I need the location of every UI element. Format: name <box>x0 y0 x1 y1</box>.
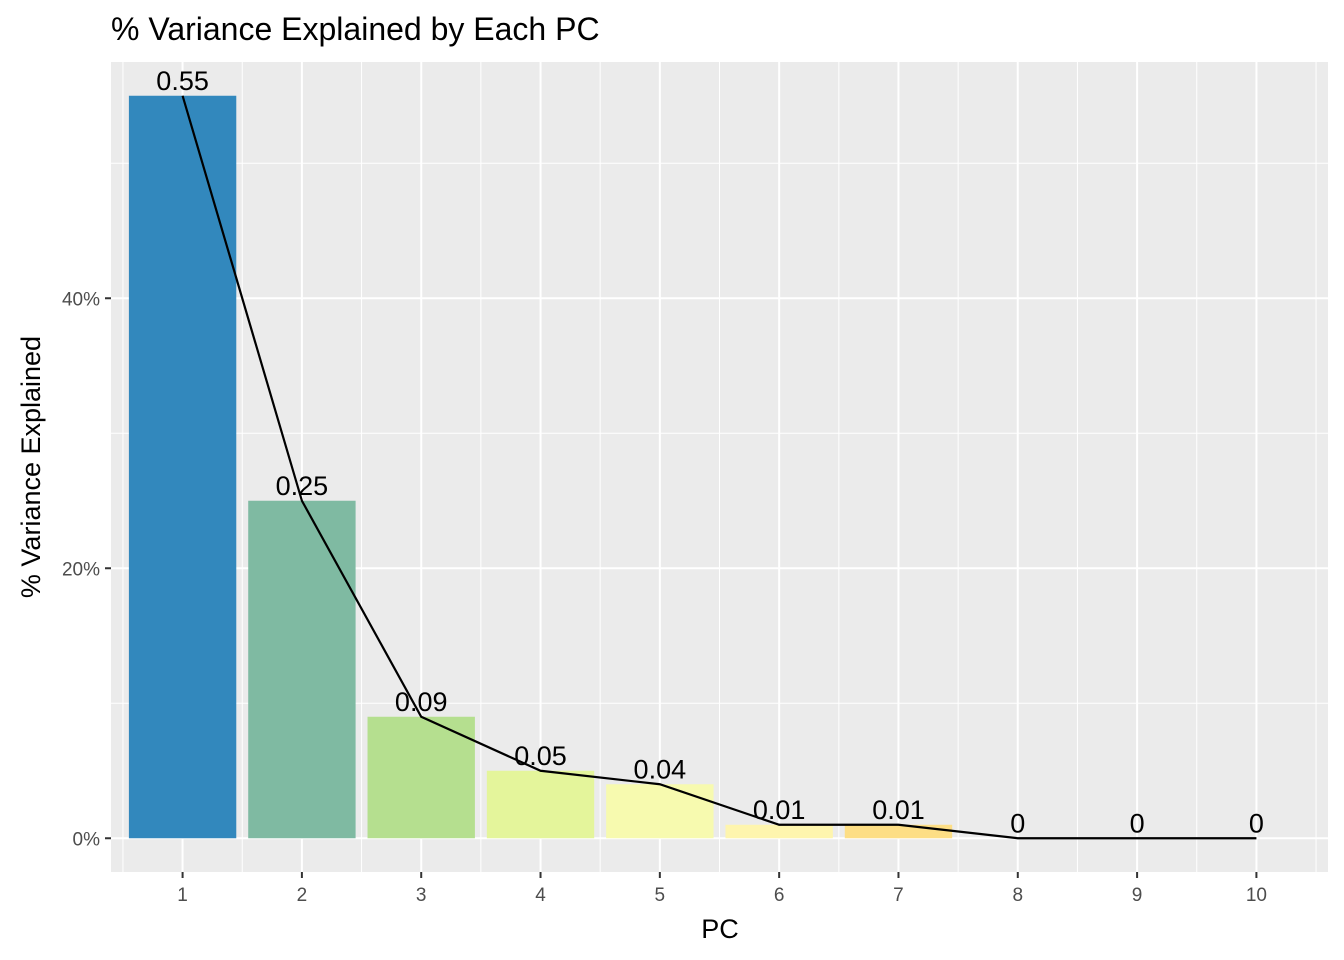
x-tick-label: 1 <box>177 885 188 906</box>
y-tick-label: 20% <box>62 559 100 580</box>
data-label-pc-2: 0.25 <box>276 471 329 501</box>
y-axis-title: % Variance Explained <box>16 336 46 598</box>
y-axis: 0% 20% 40% <box>62 289 111 850</box>
bar-pc-4 <box>486 770 595 839</box>
bar-pc-3 <box>367 716 475 839</box>
data-label-pc-10: 0 <box>1249 808 1264 838</box>
bar-pc-2 <box>248 500 356 839</box>
chart-title: % Variance Explained by Each PC <box>111 11 600 47</box>
data-label-pc-9: 0 <box>1130 808 1145 838</box>
x-tick-label: 7 <box>893 885 904 906</box>
x-tick-label: 10 <box>1246 885 1267 906</box>
y-tick-label: 40% <box>62 289 100 310</box>
y-tick-label: 0% <box>73 829 101 850</box>
x-axis: 1 2 3 4 5 6 7 8 9 10 <box>177 872 1267 906</box>
trend-line <box>181 95 1257 840</box>
x-tick-label: 8 <box>1012 885 1023 906</box>
x-tick-label: 3 <box>416 885 427 906</box>
data-label-pc-7: 0.01 <box>872 795 925 825</box>
x-tick-label: 4 <box>535 885 546 906</box>
bar-pc-5 <box>606 784 714 839</box>
x-tick-label: 2 <box>297 885 308 906</box>
x-axis-title: PC <box>701 914 739 944</box>
data-label-pc-8: 0 <box>1010 808 1025 838</box>
data-label-pc-4: 0.05 <box>514 741 567 771</box>
data-labels: 0.55 0.25 0.09 0.05 0.04 0.01 0.01 0 0 0 <box>156 66 1264 839</box>
minor-gridlines <box>111 62 1328 872</box>
data-label-pc-5: 0.04 <box>634 754 687 784</box>
bar-pc-1 <box>128 95 237 839</box>
x-tick-label: 9 <box>1132 885 1143 906</box>
x-tick-label: 6 <box>774 885 785 906</box>
x-tick-label: 5 <box>655 885 666 906</box>
bar-pc-7 <box>844 824 953 839</box>
trend-line-group <box>181 95 1257 840</box>
bar-pc-6 <box>725 824 833 839</box>
data-label-pc-1: 0.55 <box>156 66 209 96</box>
data-label-pc-3: 0.09 <box>395 687 448 717</box>
data-label-pc-6: 0.01 <box>753 795 806 825</box>
